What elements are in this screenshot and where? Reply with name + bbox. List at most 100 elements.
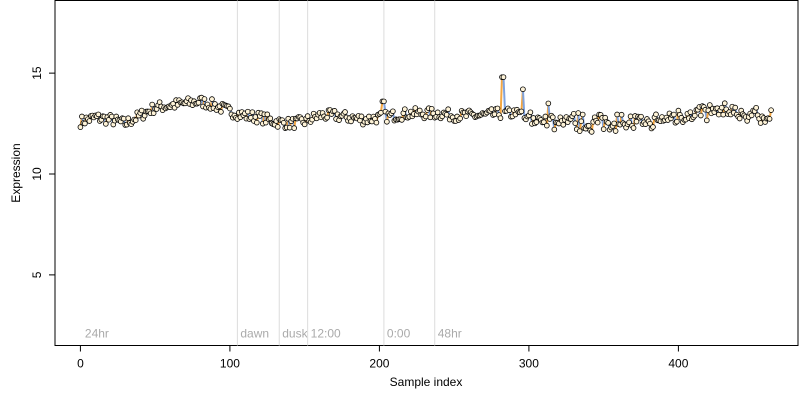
- data-point: [545, 100, 552, 107]
- axes: 0 100 200 300 400 5 10 15: [30, 66, 689, 370]
- data-point: [463, 113, 469, 120]
- data-point: [588, 129, 595, 135]
- series-segment: [499, 77, 503, 119]
- event-label-1: dusk: [282, 327, 308, 341]
- data-point: [618, 111, 625, 118]
- data-point: [457, 115, 463, 122]
- data-point: [195, 99, 202, 106]
- data-point: [381, 98, 387, 105]
- data-point: [264, 111, 271, 118]
- data-point: [704, 117, 710, 124]
- y-tick-label-1: 10: [30, 167, 44, 181]
- data-point: [650, 124, 656, 130]
- x-tick-label-1: 100: [220, 357, 240, 371]
- data-point: [390, 108, 396, 115]
- data-point: [366, 113, 372, 120]
- data-point: [384, 118, 390, 125]
- data-point: [612, 128, 619, 134]
- event-lines: dawn dusk 12:00 0:00 48hr 24hr: [85, 0, 462, 346]
- data-point: [494, 105, 501, 112]
- data-point: [575, 110, 582, 116]
- data-point: [267, 115, 274, 122]
- data-point: [692, 112, 698, 119]
- x-tick-label-0: 0: [77, 357, 84, 371]
- x-tick-label-3: 300: [519, 357, 539, 371]
- data-point: [605, 120, 611, 126]
- data-point: [291, 125, 297, 131]
- data-point: [627, 113, 634, 120]
- corner-label: 24hr: [85, 327, 109, 341]
- data-point: [348, 118, 354, 125]
- data-point: [324, 114, 330, 121]
- event-label-4: 48hr: [438, 327, 462, 341]
- data-point: [254, 119, 260, 126]
- data-point: [674, 118, 680, 125]
- data-point: [560, 121, 567, 128]
- y-tick-label-2: 15: [30, 66, 44, 80]
- data-point: [125, 115, 132, 122]
- data-point: [252, 114, 259, 120]
- event-label-2: 12:00: [311, 327, 341, 341]
- event-label-0: dawn: [240, 327, 269, 341]
- data-point: [280, 119, 287, 126]
- data-point: [342, 109, 348, 115]
- data-point: [445, 106, 451, 113]
- data-point: [120, 115, 127, 122]
- data-point: [551, 126, 558, 133]
- y-tick-label-0: 5: [30, 271, 44, 278]
- data-point: [718, 104, 725, 111]
- data-point: [488, 106, 495, 112]
- series-segment: [521, 89, 526, 119]
- data-point: [491, 111, 498, 118]
- series-points: [77, 74, 774, 135]
- data-point: [262, 119, 269, 126]
- data-point: [720, 111, 727, 118]
- data-point: [249, 109, 256, 115]
- data-point: [132, 117, 139, 123]
- data-point: [274, 124, 281, 130]
- x-tick-label-4: 400: [668, 357, 688, 371]
- data-point: [286, 124, 293, 131]
- data-point: [245, 108, 251, 115]
- data-point: [331, 108, 338, 114]
- x-axis-title: Sample index: [390, 375, 463, 389]
- data-point: [209, 96, 215, 102]
- data-point: [753, 104, 759, 111]
- data-point: [434, 109, 441, 116]
- data-point: [358, 113, 365, 120]
- x-tick-label-2: 200: [369, 357, 389, 371]
- data-point: [748, 112, 755, 119]
- data-point: [497, 115, 504, 121]
- event-label-3: 0:00: [387, 327, 411, 341]
- y-axis-title: Expression: [9, 143, 23, 202]
- data-point: [614, 111, 620, 118]
- data-point: [506, 107, 513, 114]
- data-point: [706, 102, 713, 108]
- data-point: [520, 86, 526, 93]
- data-point: [422, 113, 429, 120]
- data-point: [578, 118, 585, 125]
- data-point: [721, 100, 728, 106]
- data-point: [576, 128, 583, 134]
- data-point: [687, 109, 694, 115]
- data-point: [768, 107, 774, 113]
- data-point: [541, 119, 547, 125]
- data-point: [544, 122, 550, 129]
- data-point: [227, 105, 233, 112]
- data-point: [95, 111, 102, 118]
- data-point: [378, 109, 384, 116]
- data-point: [402, 106, 408, 112]
- data-point: [518, 108, 525, 115]
- data-point: [572, 120, 579, 126]
- data-point: [301, 121, 308, 128]
- data-point: [79, 113, 85, 120]
- data-point: [399, 117, 405, 123]
- data-point: [82, 120, 88, 127]
- data-point: [757, 120, 764, 126]
- data-point: [600, 126, 607, 132]
- data-point: [533, 119, 540, 125]
- data-point: [149, 101, 155, 108]
- data-point: [653, 111, 659, 118]
- data-point: [766, 116, 773, 122]
